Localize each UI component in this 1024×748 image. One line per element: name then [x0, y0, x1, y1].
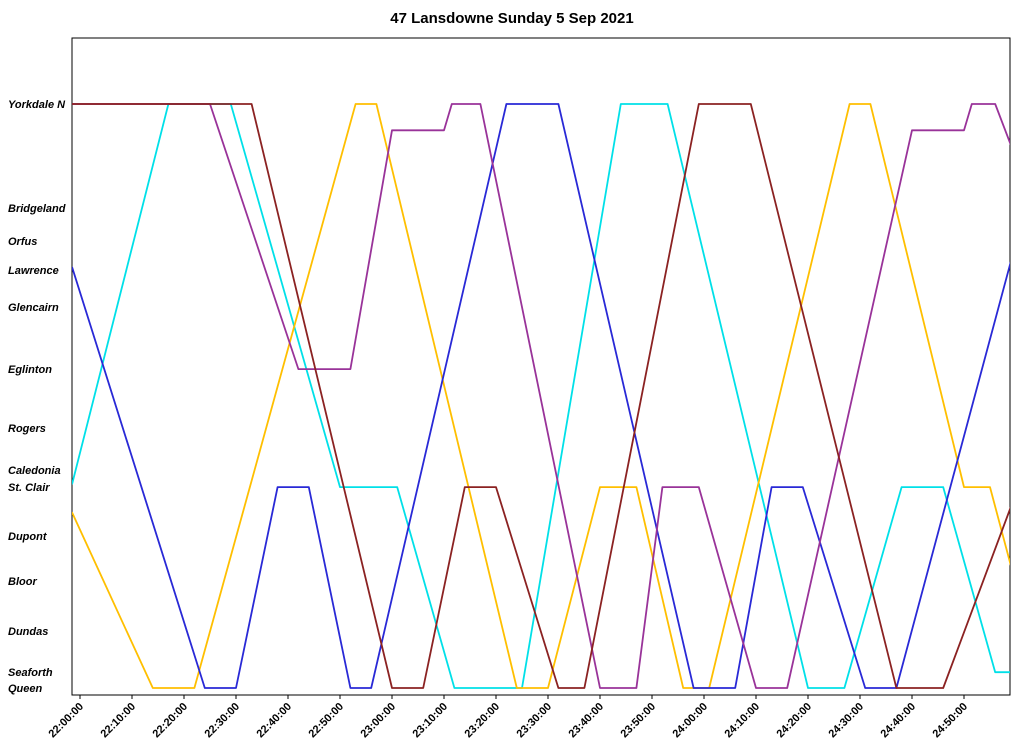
y-axis-label: Orfus [8, 236, 37, 248]
y-axis-label: Dupont [8, 531, 48, 543]
y-axis-label: Dundas [8, 626, 48, 638]
y-axis-label: Seaforth [8, 667, 53, 679]
y-axis-label: Queen [8, 683, 43, 695]
y-axis-label: Glencairn [8, 302, 59, 314]
series-line-purple-run [72, 103, 1010, 689]
x-axis-label: 23:00:00 [358, 701, 398, 741]
y-axis-label: Yorkdale N [8, 99, 66, 111]
x-axis-label: 23:20:00 [462, 701, 502, 741]
x-axis-label: 22:20:00 [150, 701, 190, 741]
x-axis-label: 22:10:00 [98, 701, 138, 741]
y-axis-label: Bridgeland [8, 203, 66, 215]
x-axis-label: 22:50:00 [306, 701, 346, 741]
x-axis-label: 23:40:00 [566, 701, 606, 741]
series-line-blue-run [72, 103, 1010, 689]
plot-area: Yorkdale N Bridgeland Orfus Lawrence Glencai… [8, 37, 1011, 741]
x-axis-label: 24:50:00 [930, 701, 970, 741]
x-axis-label: 23:50:00 [618, 701, 658, 741]
x-axis-label: 24:20:00 [774, 701, 814, 741]
x-axis-label: 24:10:00 [722, 701, 762, 741]
x-axis-label: 22:40:00 [254, 701, 294, 741]
y-axis-label: Lawrence [8, 265, 59, 277]
series-line-cyan-run [72, 103, 1010, 689]
series-line-gold-run [72, 103, 1010, 689]
x-axis-label: 24:30:00 [826, 701, 866, 741]
x-axis-label: 22:30:00 [202, 701, 242, 741]
x-axis-label: 24:00:00 [670, 701, 710, 741]
x-axis-label: 23:10:00 [410, 701, 450, 741]
y-axis-label: Rogers [8, 423, 46, 435]
y-axis-label: Caledonia [8, 465, 61, 477]
x-axis-label: 23:30:00 [514, 701, 554, 741]
y-axis-label: St. Clair [8, 482, 50, 494]
x-axis-label: 24:40:00 [878, 701, 918, 741]
plot-border [71, 37, 1011, 696]
y-axis-label: Eglinton [8, 364, 52, 376]
series-line-dark-red-run [72, 103, 1010, 689]
y-axis-label: Bloor [8, 576, 37, 588]
chart-title: 47 Lansdowne Sunday 5 Sep 2021 [390, 10, 633, 27]
x-axis-label: 22:00:00 [46, 701, 86, 741]
